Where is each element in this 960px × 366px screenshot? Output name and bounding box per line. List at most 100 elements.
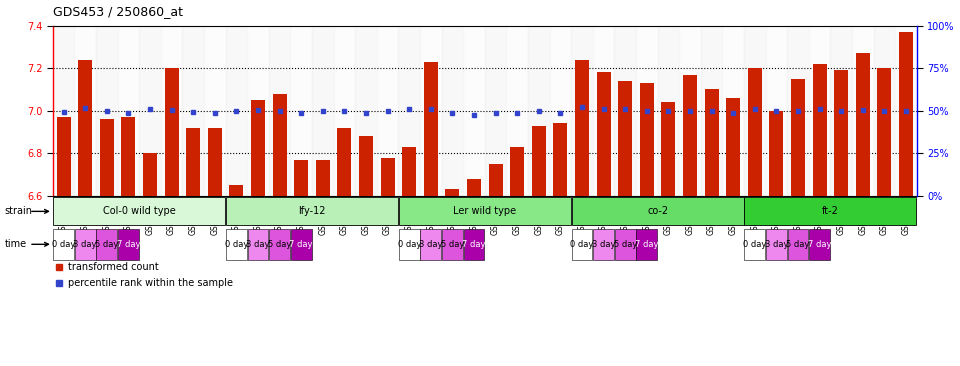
Bar xyxy=(75,26,96,196)
Bar xyxy=(744,197,917,225)
Bar xyxy=(161,26,182,196)
Bar xyxy=(680,26,701,196)
Bar xyxy=(812,64,827,196)
Text: 7 day: 7 day xyxy=(808,240,831,249)
Bar xyxy=(550,26,571,196)
Bar xyxy=(294,160,308,196)
Bar xyxy=(661,102,676,196)
Bar xyxy=(182,26,204,196)
Bar xyxy=(423,62,438,196)
Text: 0 day: 0 day xyxy=(570,240,593,249)
Bar xyxy=(855,53,870,196)
Bar xyxy=(442,229,463,260)
Bar xyxy=(96,229,117,260)
Bar xyxy=(510,147,524,196)
Text: 0 day: 0 day xyxy=(397,240,420,249)
Bar xyxy=(248,26,269,196)
Bar xyxy=(532,126,546,196)
Bar xyxy=(593,26,614,196)
Bar xyxy=(723,26,744,196)
Bar xyxy=(791,79,805,196)
Bar xyxy=(705,89,719,196)
Bar xyxy=(636,229,658,260)
Bar xyxy=(877,68,892,196)
Bar xyxy=(226,197,398,225)
Bar xyxy=(226,26,248,196)
Bar xyxy=(291,26,312,196)
Bar xyxy=(291,229,312,260)
Text: 3 day: 3 day xyxy=(247,240,270,249)
Text: GDS453 / 250860_at: GDS453 / 250860_at xyxy=(53,5,182,18)
Bar xyxy=(571,197,744,225)
Text: 0 day: 0 day xyxy=(52,240,75,249)
Bar xyxy=(398,26,420,196)
Text: ft-2: ft-2 xyxy=(822,206,839,216)
Bar xyxy=(420,229,442,260)
Bar xyxy=(139,26,161,196)
Bar xyxy=(53,26,75,196)
Bar xyxy=(248,229,269,260)
Text: 7 day: 7 day xyxy=(636,240,659,249)
Bar xyxy=(830,26,852,196)
Bar xyxy=(726,98,740,196)
Bar xyxy=(571,229,592,260)
Bar xyxy=(464,229,485,260)
Bar xyxy=(420,26,442,196)
Text: 5 day: 5 day xyxy=(786,240,809,249)
Bar xyxy=(359,136,373,196)
Bar xyxy=(485,26,507,196)
Bar xyxy=(834,70,849,196)
Bar xyxy=(229,185,244,196)
Bar xyxy=(57,117,71,196)
Bar xyxy=(337,128,351,196)
Bar xyxy=(75,229,96,260)
Bar xyxy=(596,72,611,196)
Bar xyxy=(204,26,226,196)
Text: 0 day: 0 day xyxy=(743,240,766,249)
Bar xyxy=(53,197,226,225)
Bar xyxy=(787,26,809,196)
Bar xyxy=(273,94,287,196)
Bar xyxy=(53,229,74,260)
Bar xyxy=(618,81,633,196)
Bar xyxy=(766,26,787,196)
Bar xyxy=(143,153,157,196)
Bar xyxy=(251,100,265,196)
Bar xyxy=(489,164,503,196)
Bar xyxy=(593,229,614,260)
Bar xyxy=(639,83,654,196)
Bar xyxy=(809,26,830,196)
Text: 5 day: 5 day xyxy=(268,240,291,249)
Bar xyxy=(614,26,636,196)
Bar xyxy=(787,229,808,260)
Bar xyxy=(377,26,398,196)
Bar xyxy=(100,119,114,196)
Text: Col-0 wild type: Col-0 wild type xyxy=(103,206,176,216)
Text: 5 day: 5 day xyxy=(95,240,118,249)
Bar xyxy=(398,197,571,225)
Bar xyxy=(334,26,355,196)
Bar xyxy=(118,229,139,260)
Text: percentile rank within the sample: percentile rank within the sample xyxy=(68,278,233,288)
Bar xyxy=(528,26,550,196)
Bar xyxy=(744,229,765,260)
Text: 5 day: 5 day xyxy=(441,240,464,249)
Bar xyxy=(78,60,92,196)
Bar xyxy=(614,229,636,260)
Text: 3 day: 3 day xyxy=(74,240,97,249)
Bar xyxy=(766,229,787,260)
Bar xyxy=(269,229,290,260)
Bar xyxy=(575,60,589,196)
Text: 3 day: 3 day xyxy=(765,240,788,249)
Text: transformed count: transformed count xyxy=(68,262,159,272)
Bar xyxy=(852,26,874,196)
Bar xyxy=(402,147,417,196)
Bar xyxy=(164,68,179,196)
Text: 7 day: 7 day xyxy=(463,240,486,249)
Text: 0 day: 0 day xyxy=(225,240,248,249)
Text: lfy-12: lfy-12 xyxy=(299,206,325,216)
Text: 5 day: 5 day xyxy=(613,240,636,249)
Bar xyxy=(874,26,896,196)
Bar xyxy=(118,26,139,196)
Text: 3 day: 3 day xyxy=(420,240,443,249)
